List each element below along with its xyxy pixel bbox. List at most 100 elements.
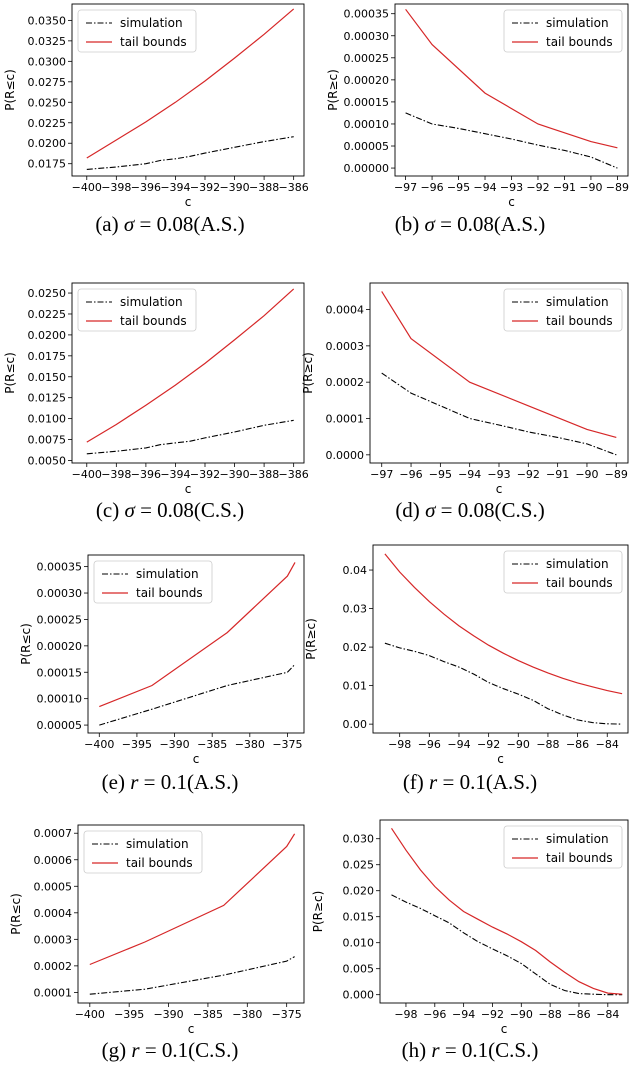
legend-simulation-label: simulation — [120, 16, 183, 30]
y-axis-label: P(R≤c) — [19, 623, 33, 665]
x-tick-label: −398 — [101, 181, 131, 194]
x-tick-label: −94 — [473, 181, 496, 194]
x-tick-label: −84 — [596, 1008, 619, 1021]
legend: simulation tail bounds — [77, 288, 197, 332]
caption-symbol: σ — [425, 498, 436, 522]
y-tick-label: 0.0001 — [326, 412, 365, 425]
y-tick-label: 0.00010 — [344, 118, 390, 131]
x-tick-label: −94 — [458, 468, 481, 481]
y-tick-label: 0.00000 — [344, 162, 390, 175]
x-tick-label: −90 — [575, 468, 598, 481]
legend-tail-bounds-label: tail bounds — [126, 856, 193, 870]
x-axis-label: c — [193, 752, 200, 766]
legend-simulation-label: simulation — [126, 837, 189, 851]
caption-value: = 0.08(A.S.) — [134, 212, 245, 236]
x-tick-label: −93 — [500, 181, 523, 194]
y-tick-label: 0.0125 — [28, 392, 67, 405]
caption-value: = 0.08(C.S.) — [435, 498, 545, 522]
y-axis-label: P(R≤c) — [9, 893, 23, 935]
caption-label: (d) — [395, 498, 426, 522]
x-tick-label: −94 — [452, 1008, 475, 1021]
legend: simulation tail bounds — [503, 9, 623, 53]
y-axis-label: P(R≤c) — [3, 69, 17, 111]
x-axis-label: c — [497, 752, 504, 766]
x-tick-label: −400 — [72, 468, 102, 481]
caption-f: (f) r = 0.1(A.S.) — [320, 770, 620, 795]
y-tick-label: 0.0006 — [34, 854, 73, 867]
y-tick-label: 0.0325 — [28, 35, 67, 48]
x-tick-label: −89 — [606, 181, 629, 194]
y-tick-label: 0.00015 — [37, 666, 83, 679]
y-tick-label: 0.02 — [343, 641, 368, 654]
y-tick-label: 0.00005 — [37, 719, 83, 732]
x-tick-label: −390 — [153, 1008, 183, 1021]
y-tick-label: 0.025 — [343, 859, 375, 872]
legend-tail-bounds-label: tail bounds — [120, 314, 187, 328]
y-tick-label: 0.0004 — [326, 304, 365, 317]
tail-bounds-line — [390, 827, 623, 995]
x-tick-label: −375 — [272, 1008, 302, 1021]
x-tick-label: −98 — [394, 1008, 417, 1021]
x-tick-label: −88 — [536, 738, 559, 751]
x-tick-label: −97 — [394, 181, 417, 194]
legend-simulation-label: simulation — [546, 16, 609, 30]
plot-frame — [77, 824, 305, 1004]
x-tick-label: −400 — [75, 1008, 105, 1021]
x-tick-label: −97 — [370, 468, 393, 481]
legend: simulation tail bounds — [77, 9, 197, 53]
caption-label: (c) — [95, 498, 125, 522]
y-tick-label: 0.0075 — [28, 434, 67, 447]
x-tick-label: −98 — [388, 738, 411, 751]
x-tick-label: −388 — [249, 181, 279, 194]
chart-c: −400 −398 −396 −394 −392 −390 −388 −386 0.0050 0.… — [3, 282, 309, 496]
x-tick-label: −90 — [579, 181, 602, 194]
x-tick-label: −395 — [122, 738, 152, 751]
y-tick-label: 0.01 — [343, 680, 368, 693]
y-tick-label: 0.0000 — [326, 449, 365, 462]
caption-h: (h) r = 0.1(C.S.) — [320, 1038, 620, 1063]
caption-label: (f) — [402, 770, 430, 794]
y-axis-label: P(R≥c) — [311, 891, 325, 933]
y-tick-label: 0.0225 — [28, 117, 67, 130]
legend-tail-bounds-label: tail bounds — [136, 586, 203, 600]
y-tick-label: 0.0250 — [28, 96, 67, 109]
legend-simulation-label: simulation — [546, 295, 609, 309]
chart-f: −98 −96 −94 −92 −90 −88 −86 −84 0.00 0.01 0.02 0.03… — [304, 544, 629, 766]
y-tick-label: 0.0007 — [34, 827, 73, 840]
y-tick-label: 0.0002 — [326, 376, 365, 389]
caption-e: (e) r = 0.1(A.S.) — [20, 770, 320, 795]
plot-frame — [71, 282, 305, 464]
y-tick-label: 0.00025 — [344, 52, 390, 65]
x-tick-label: −86 — [567, 1008, 590, 1021]
y-tick-label: 0.0275 — [28, 76, 67, 89]
x-tick-label: −92 — [477, 738, 500, 751]
caption-symbol: r — [130, 770, 139, 794]
x-tick-label: −400 — [84, 738, 114, 751]
simulation-line — [384, 642, 623, 725]
x-axis-label: c — [185, 482, 192, 496]
caption-label: (b) — [394, 212, 425, 236]
x-axis-label: c — [501, 1022, 508, 1036]
x-tick-label: −390 — [219, 181, 249, 194]
simulation-line — [405, 112, 618, 169]
y-tick-label: 0.00030 — [37, 587, 83, 600]
y-tick-label: 0.03 — [343, 603, 368, 616]
legend-simulation-label: simulation — [546, 832, 609, 846]
y-tick-label: 0.000 — [343, 989, 375, 1002]
caption-value: = 0.1(A.S.) — [138, 770, 239, 794]
y-tick-label: 0.030 — [343, 833, 375, 846]
y-tick-label: 0.020 — [343, 885, 375, 898]
legend-simulation-label: simulation — [546, 557, 609, 571]
legend: simulation tail bounds — [83, 830, 203, 874]
tail-bounds-line — [89, 833, 296, 966]
plot-frame — [71, 3, 305, 177]
y-tick-label: 0.0200 — [28, 137, 67, 150]
y-axis-label: P(R≥c) — [304, 618, 318, 660]
caption-d: (d) σ = 0.08(C.S.) — [320, 498, 620, 523]
caption-value: = 0.1(A.S.) — [437, 770, 538, 794]
x-tick-label: −93 — [487, 468, 510, 481]
tail-bounds-line — [405, 8, 618, 149]
tail-bounds-line — [381, 291, 617, 438]
y-tick-label: 0.00035 — [37, 561, 83, 574]
caption-b: (b) σ = 0.08(A.S.) — [320, 212, 620, 237]
